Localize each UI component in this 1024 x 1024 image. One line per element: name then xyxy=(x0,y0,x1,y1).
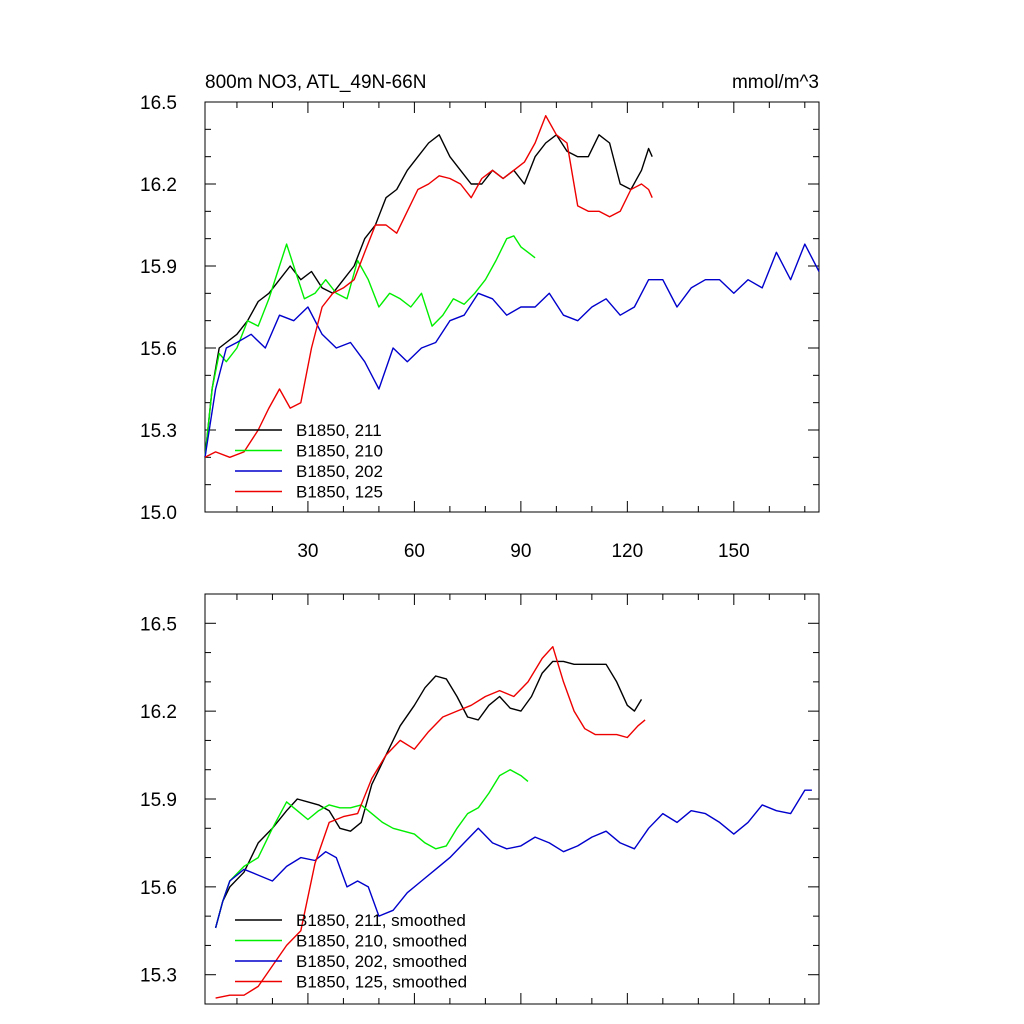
top-panel-ticks xyxy=(205,101,819,513)
legend-label-1: B1850, 210 xyxy=(296,442,383,461)
series-line-2 xyxy=(214,789,812,929)
y-tick-label: 15.6 xyxy=(140,878,177,899)
top-panel: 800m NO3, ATL_49N-66N mmol/m^3 15.015.31… xyxy=(140,72,820,562)
top-panel-title: 800m NO3, ATL_49N-66N xyxy=(205,72,426,93)
y-tick-label: 15.3 xyxy=(140,966,177,987)
y-tick-label: 16.2 xyxy=(140,702,177,723)
bottom-panel-series xyxy=(214,646,812,999)
bottom-panel: 15.3 15.6 15.9 16.2 16.5 B1850, 211, smoothe… xyxy=(140,593,820,1005)
y-tick-label: 15.9 xyxy=(140,257,177,278)
top-panel-y-tick-labels: 15.0 15.3 15.6 15.9 16.2 16.5 xyxy=(140,93,177,524)
legend-label-3: B1850, 125, smoothed xyxy=(296,973,467,992)
bottom-panel-y-tick-labels: 15.3 15.6 15.9 16.2 16.5 xyxy=(140,614,177,986)
legend-label-0: B1850, 211, smoothed xyxy=(296,911,466,930)
bottom-panel-legend: B1850, 211, smoothed B1850, 210, smoothed… xyxy=(235,911,467,992)
series-line-1 xyxy=(204,235,536,458)
y-tick-label: 16.5 xyxy=(140,614,177,635)
x-tick-label: 150 xyxy=(718,541,750,562)
series-line-3 xyxy=(204,114,653,458)
series-line-1 xyxy=(214,769,529,929)
x-tick-label: 30 xyxy=(297,541,318,562)
top-panel-units: mmol/m^3 xyxy=(732,72,819,93)
x-tick-label: 60 xyxy=(404,541,425,562)
top-panel-frame xyxy=(204,101,820,513)
legend-label-1: B1850, 210, smoothed xyxy=(296,932,467,951)
legend-label-2: B1850, 202, smoothed xyxy=(296,952,467,971)
y-tick-label: 15.3 xyxy=(140,421,177,442)
bottom-panel-ticks xyxy=(205,593,819,1005)
y-tick-label: 16.5 xyxy=(140,93,177,114)
x-tick-label: 90 xyxy=(510,541,531,562)
top-panel-series xyxy=(204,114,820,458)
y-tick-label: 16.2 xyxy=(140,175,177,196)
y-tick-label: 15.0 xyxy=(140,503,177,524)
y-tick-label: 15.9 xyxy=(140,790,177,811)
top-panel-x-tick-labels: 30 60 90 120 150 xyxy=(297,541,749,562)
x-tick-label: 120 xyxy=(611,541,643,562)
y-tick-label: 15.6 xyxy=(140,339,177,360)
series-line-0 xyxy=(214,660,643,929)
legend-label-2: B1850, 202 xyxy=(296,462,383,481)
legend-label-3: B1850, 125 xyxy=(296,483,383,502)
series-line-2 xyxy=(204,243,820,458)
legend-label-0: B1850, 211 xyxy=(296,421,382,440)
series-line-3 xyxy=(215,646,646,999)
